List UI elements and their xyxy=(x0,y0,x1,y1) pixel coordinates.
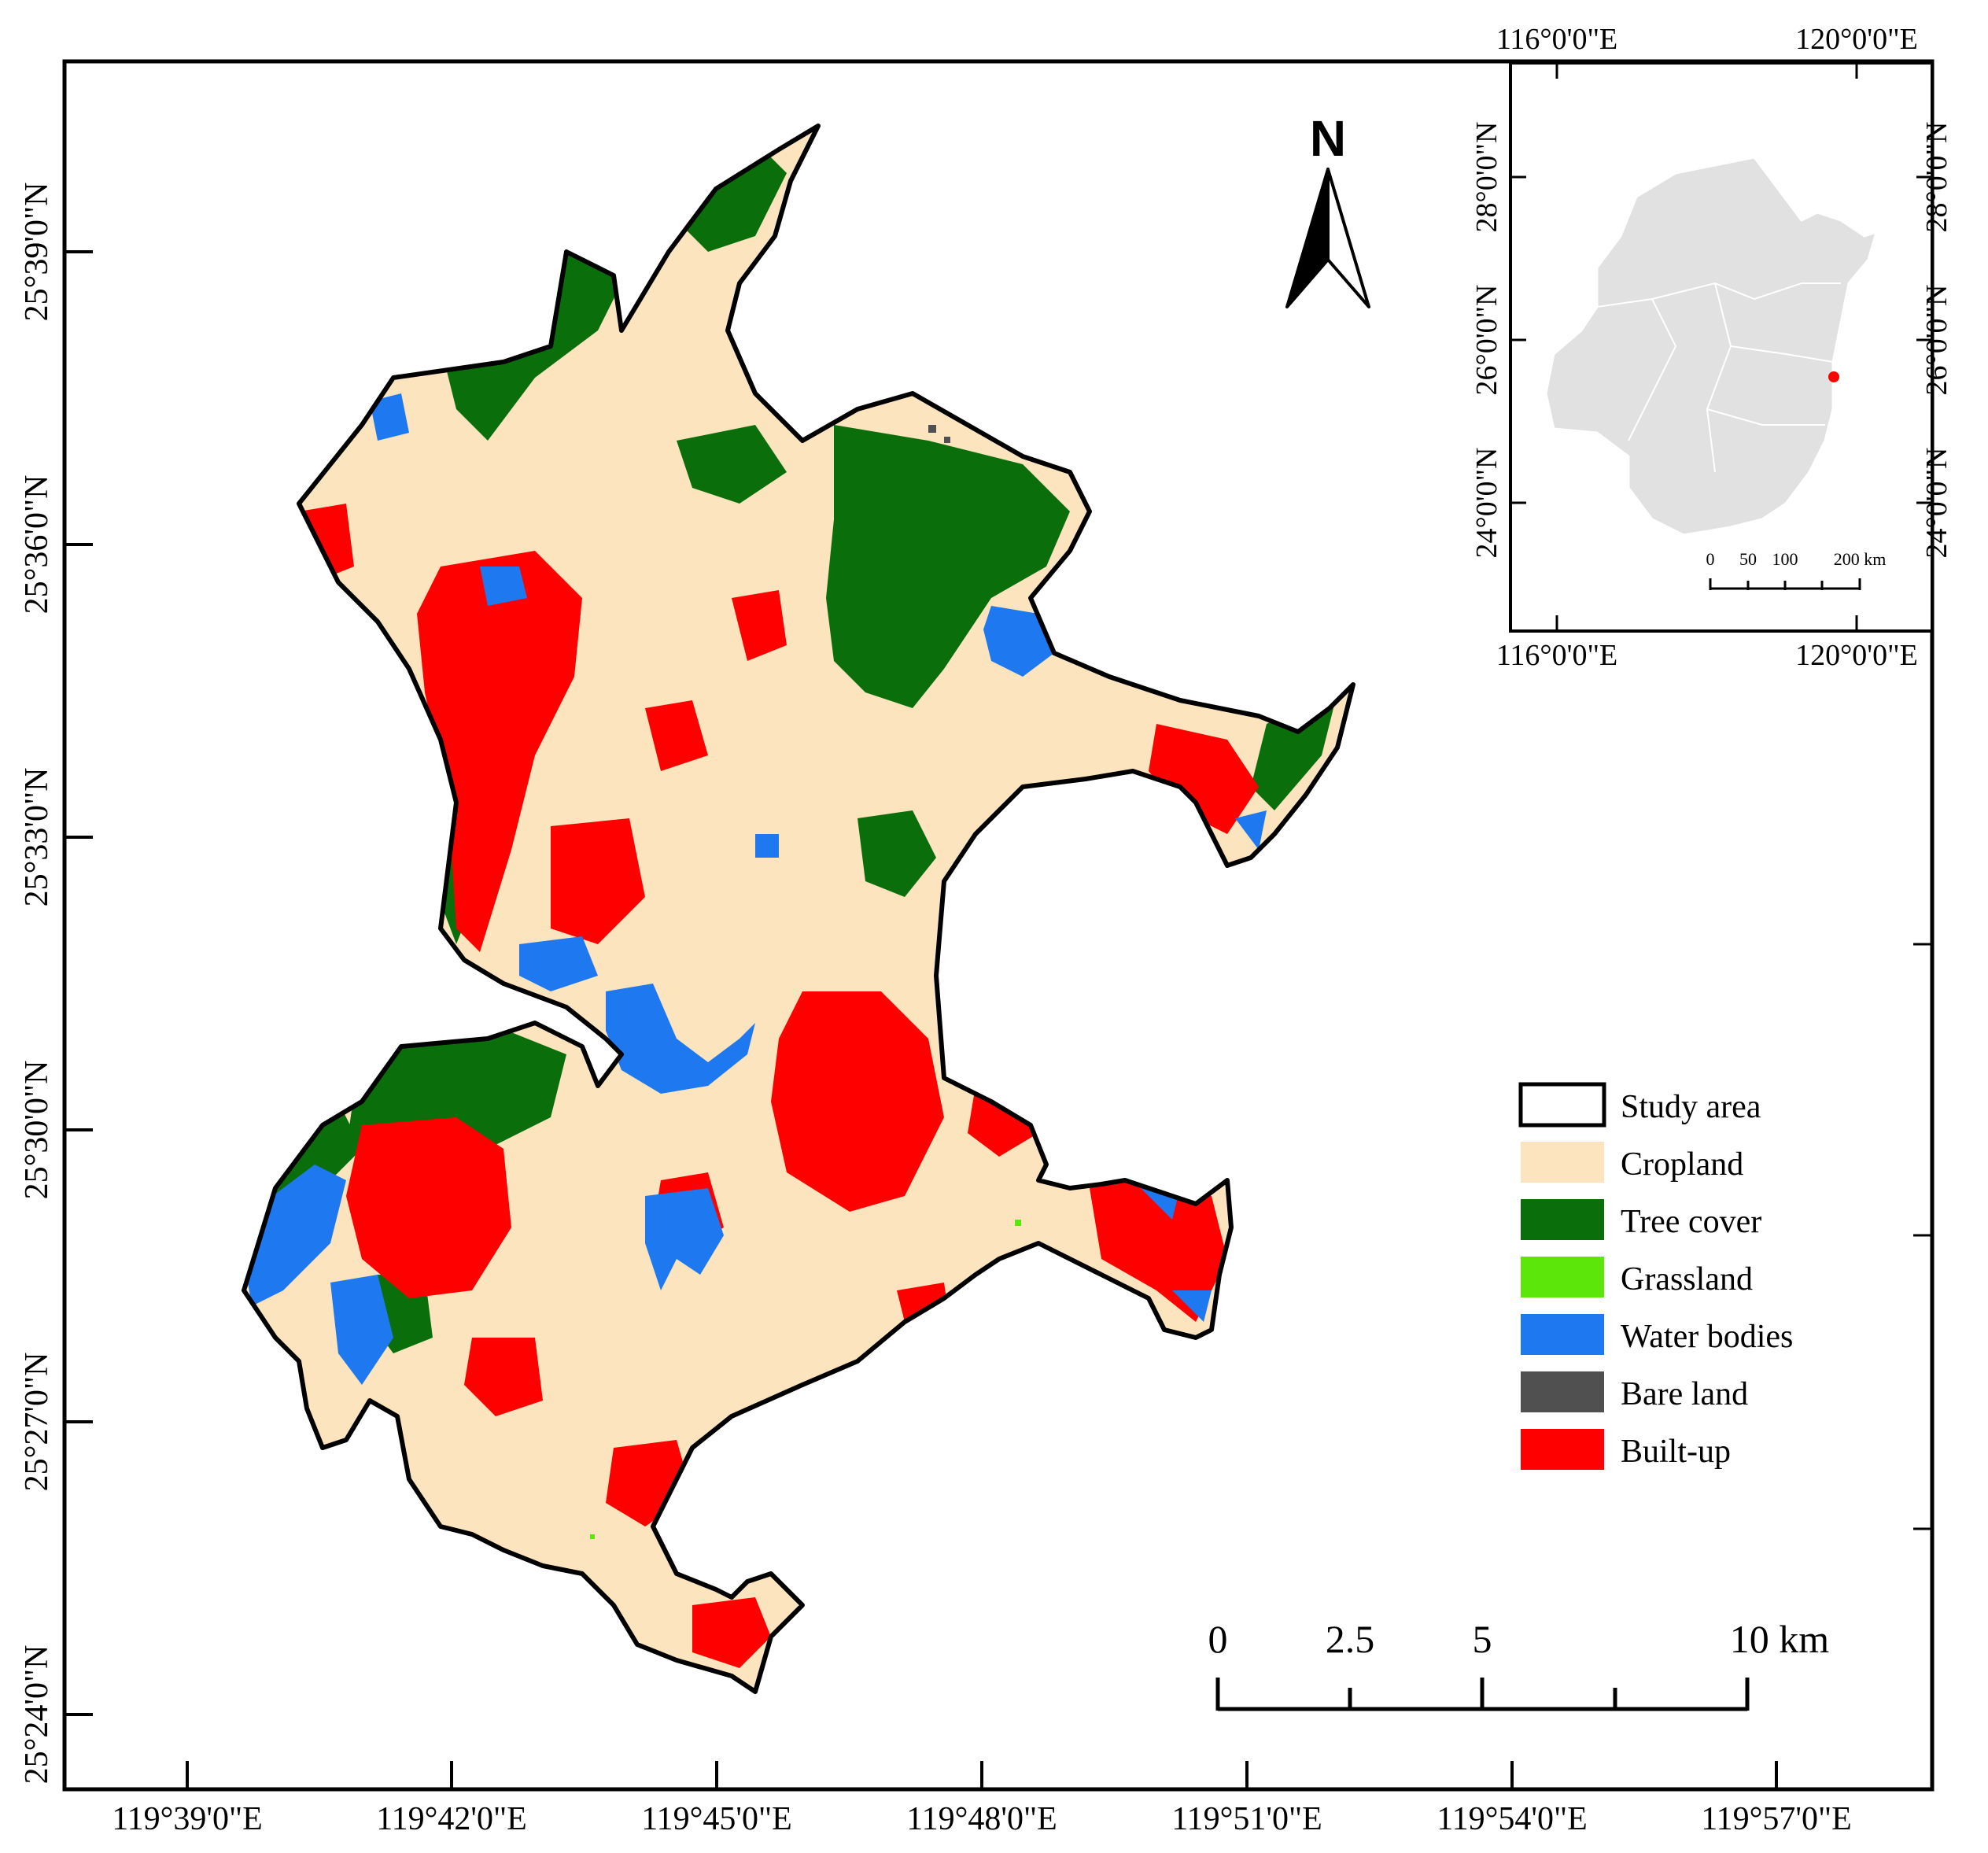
legend-label-cropland: Cropland xyxy=(1621,1146,1743,1183)
legend-label-bare-land: Bare land xyxy=(1621,1376,1748,1412)
legend-label-grassland: Grassland xyxy=(1621,1261,1753,1297)
scale-label-5: 5 xyxy=(1473,1617,1492,1661)
legend-swatch-grassland xyxy=(1521,1257,1604,1297)
north-arrow-icon xyxy=(1285,168,1330,308)
lat-label-4: 25°30'0"N xyxy=(19,1061,55,1200)
legend-label-study-area: Study area xyxy=(1621,1089,1761,1125)
inset-right-lat-2: 26°0'0"N xyxy=(1920,285,1953,396)
inset-scale-label-0: 0 xyxy=(1706,549,1715,569)
inset-top-lon-2: 120°0'0"E xyxy=(1795,23,1918,56)
lat-label-1: 25°39'0"N xyxy=(19,183,55,322)
legend-swatch-bare-land xyxy=(1521,1371,1604,1412)
inset-bottom-lon-2: 120°0'0"E xyxy=(1795,639,1918,672)
lon-label-6: 119°54'0"E xyxy=(1437,1801,1588,1837)
lat-label-2: 25°36'0"N xyxy=(19,475,55,615)
grassland-patches xyxy=(590,1220,1021,1539)
lat-label-3: 25°33'0"N xyxy=(19,768,55,907)
lon-label-4: 119°48'0"E xyxy=(906,1801,1057,1837)
inset-scale-label-200: 200 km xyxy=(1834,549,1887,569)
study-area-outline xyxy=(242,124,1355,1694)
legend: Study area Cropland Tree cover Grassland… xyxy=(1518,1082,1793,1470)
scale-label-0: 0 xyxy=(1208,1617,1228,1661)
inset-top-lon-1: 116°0'0"E xyxy=(1496,23,1617,56)
left-axis-ticks xyxy=(65,250,93,1716)
inset-right-lat-3: 24°0'0"N xyxy=(1920,448,1953,559)
inset-admin-lines xyxy=(1596,282,1841,473)
scale-bar: 0 2.5 5 10 km xyxy=(1208,1617,1830,1711)
inset-map: 116°0'0"E 120°0'0"E 116°0'0"E 120°0'0"E … xyxy=(1470,23,1953,672)
legend-label-water-bodies: Water bodies xyxy=(1621,1319,1793,1355)
inset-ticks xyxy=(1510,63,1932,631)
inset-scale-label-50: 50 xyxy=(1739,549,1757,569)
inset-scale-label-100: 100 xyxy=(1772,549,1798,569)
legend-label-tree-cover: Tree cover xyxy=(1621,1204,1761,1240)
inset-left-lat-1: 28°0'0"N xyxy=(1470,122,1503,233)
lon-label-2: 119°42'0"E xyxy=(376,1801,527,1837)
left-axis-labels: 25°39'0"N 25°36'0"N 25°33'0"N 25°30'0"N … xyxy=(19,183,55,1785)
scale-label-2-5: 2.5 xyxy=(1326,1617,1375,1661)
study-area-location-marker xyxy=(1828,371,1839,382)
legend-swatch-study-area xyxy=(1518,1082,1606,1128)
inset-bottom-lon-1: 116°0'0"E xyxy=(1496,639,1617,672)
lon-label-7: 119°57'0"E xyxy=(1701,1801,1852,1837)
lon-label-3: 119°45'0"E xyxy=(641,1801,792,1837)
legend-swatch-cropland xyxy=(1521,1142,1604,1183)
main-map-frame xyxy=(62,59,1935,1792)
bare-land-patches xyxy=(928,425,950,443)
inset-scale-bar: 0 50 100 200 km xyxy=(1706,549,1887,590)
right-axis-ticks xyxy=(1913,943,1932,1530)
lon-label-5: 119°51'0"E xyxy=(1171,1801,1322,1837)
scale-label-10-km: 10 km xyxy=(1730,1617,1830,1661)
north-label: N xyxy=(1310,110,1346,167)
legend-label-built-up: Built-up xyxy=(1621,1434,1731,1470)
lat-label-6: 25°24'0"N xyxy=(19,1645,55,1785)
bottom-axis-ticks xyxy=(186,1761,1778,1789)
bottom-axis-labels: 119°39'0"E 119°42'0"E 119°45'0"E 119°48'… xyxy=(112,1801,1852,1837)
legend-swatch-tree-cover xyxy=(1521,1199,1604,1240)
inset-left-lat-3: 24°0'0"N xyxy=(1470,448,1503,559)
lat-label-5: 25°27'0"N xyxy=(19,1353,55,1492)
legend-swatch-water-bodies xyxy=(1521,1314,1604,1355)
legend-swatch-built-up xyxy=(1521,1429,1604,1470)
lon-label-1: 119°39'0"E xyxy=(112,1801,263,1837)
north-arrow: N xyxy=(1285,110,1370,308)
inset-right-lat-1: 28°0'0"N xyxy=(1920,122,1953,233)
inset-left-lat-2: 26°0'0"N xyxy=(1470,285,1503,396)
